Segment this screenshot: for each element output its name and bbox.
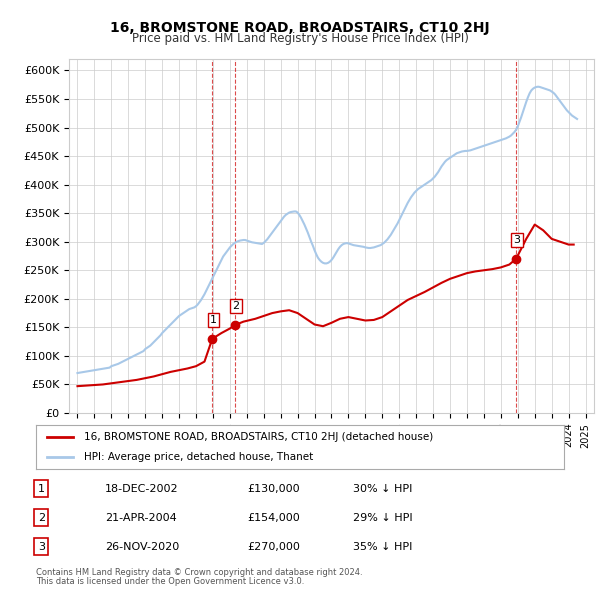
Text: Price paid vs. HM Land Registry's House Price Index (HPI): Price paid vs. HM Land Registry's House … — [131, 32, 469, 45]
Text: 3: 3 — [38, 542, 45, 552]
Text: £130,000: £130,000 — [247, 484, 300, 493]
Text: 16, BROMSTONE ROAD, BROADSTAIRS, CT10 2HJ: 16, BROMSTONE ROAD, BROADSTAIRS, CT10 2H… — [110, 21, 490, 35]
Text: Contains HM Land Registry data © Crown copyright and database right 2024.: Contains HM Land Registry data © Crown c… — [36, 568, 362, 577]
Text: 29% ↓ HPI: 29% ↓ HPI — [353, 513, 412, 523]
Text: 21-APR-2004: 21-APR-2004 — [104, 513, 176, 523]
Text: 3: 3 — [514, 235, 521, 245]
Text: 1: 1 — [38, 484, 45, 493]
Text: 2: 2 — [38, 513, 45, 523]
Text: 26-NOV-2020: 26-NOV-2020 — [104, 542, 179, 552]
Text: £154,000: £154,000 — [247, 513, 300, 523]
Text: 30% ↓ HPI: 30% ↓ HPI — [353, 484, 412, 493]
Text: 18-DEC-2002: 18-DEC-2002 — [104, 484, 178, 493]
Text: HPI: Average price, detached house, Thanet: HPI: Average price, detached house, Than… — [83, 452, 313, 461]
Text: 35% ↓ HPI: 35% ↓ HPI — [353, 542, 412, 552]
Text: 1: 1 — [210, 315, 217, 324]
Text: £270,000: £270,000 — [247, 542, 300, 552]
Text: This data is licensed under the Open Government Licence v3.0.: This data is licensed under the Open Gov… — [36, 577, 304, 586]
Text: 2: 2 — [232, 301, 239, 311]
Text: 16, BROMSTONE ROAD, BROADSTAIRS, CT10 2HJ (detached house): 16, BROMSTONE ROAD, BROADSTAIRS, CT10 2H… — [83, 432, 433, 442]
